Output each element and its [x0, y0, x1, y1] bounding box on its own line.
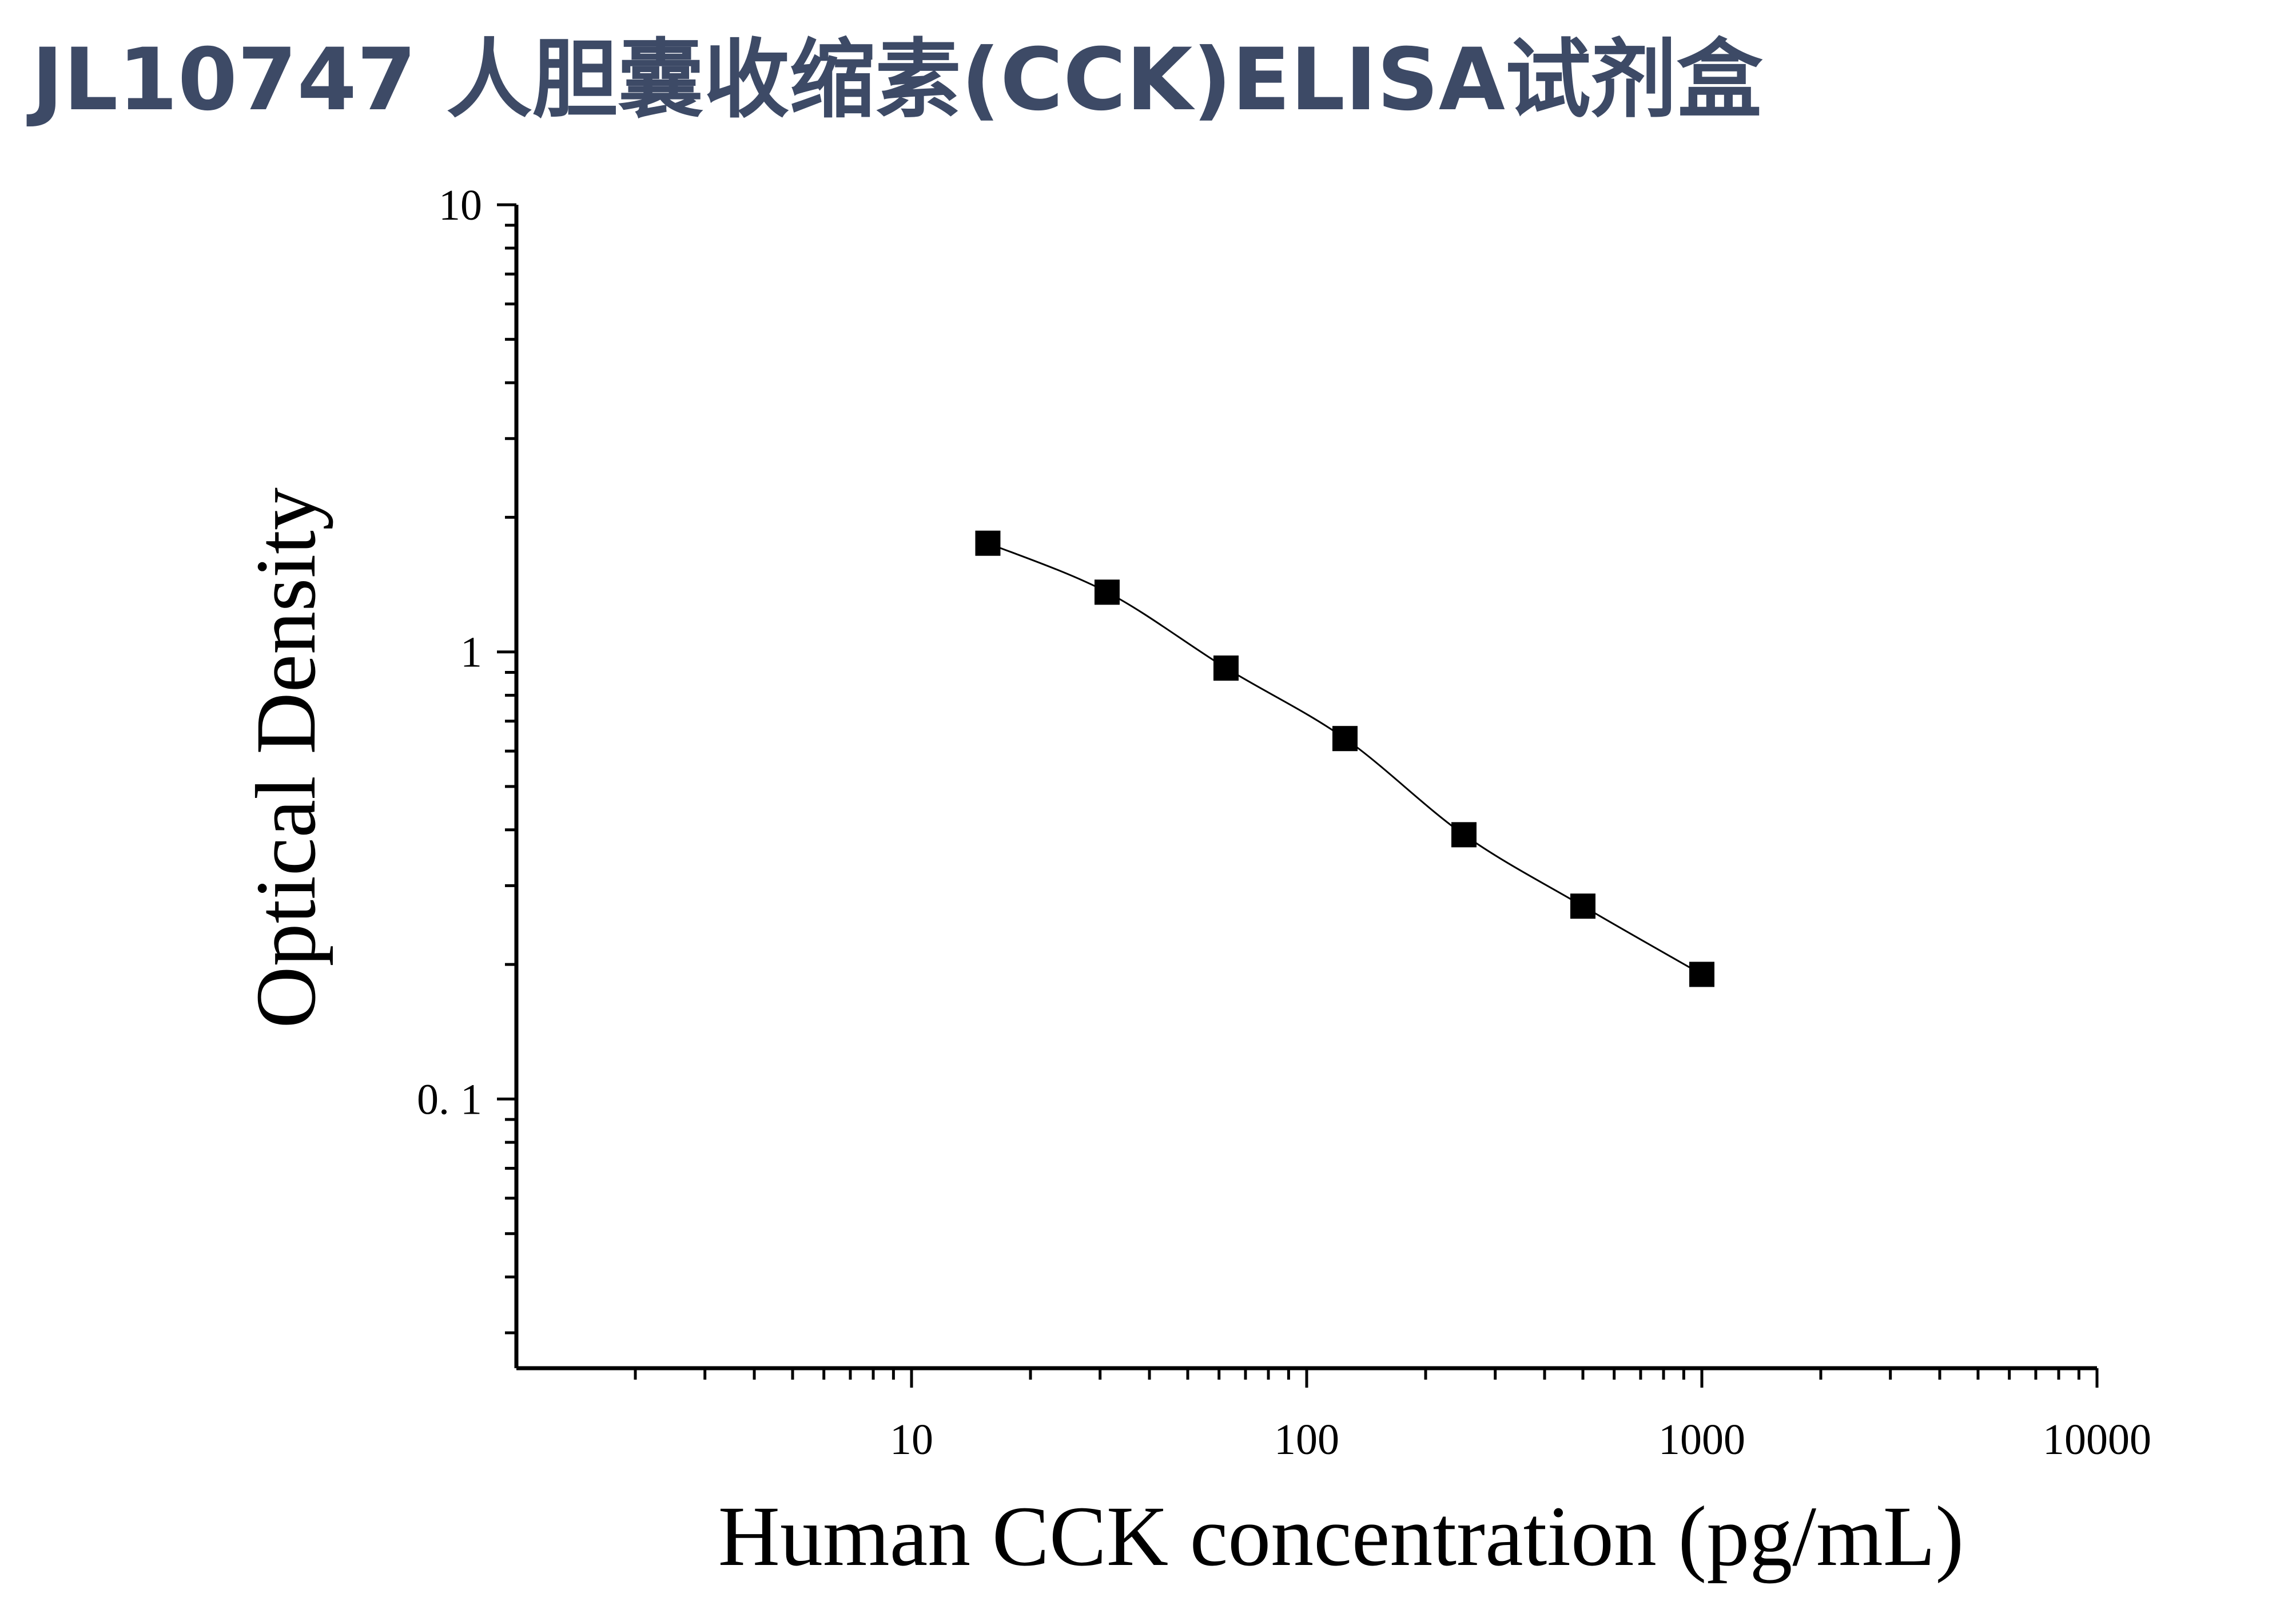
- y-axis-title: Optical Density: [238, 487, 333, 1028]
- x-tick-label: 100: [1274, 1416, 1339, 1464]
- y-tick-labels: 0. 1 1 10: [417, 181, 482, 1123]
- page-title: JL10747 人胆囊收缩素(CCK)ELISA试剂盒: [31, 30, 1762, 130]
- y-tick-label: 1: [460, 629, 482, 677]
- x-tick-label: 1000: [1658, 1416, 1745, 1464]
- axis-ticks: [497, 203, 2099, 1388]
- data-point: [1451, 822, 1477, 848]
- x-axis-title: Human CCK concentration (pg/mL): [718, 1489, 1964, 1584]
- data-points: [975, 530, 1714, 987]
- y-tick-label: 10: [439, 181, 482, 229]
- data-point: [1570, 893, 1595, 919]
- x-tick-label: 10000: [2043, 1416, 2151, 1464]
- data-point: [1094, 579, 1120, 605]
- y-tick-label: 0. 1: [417, 1075, 482, 1123]
- x-tick-labels: 10 100 1000 10000: [890, 1416, 2151, 1464]
- data-point: [1332, 726, 1358, 752]
- x-tick-label: 10: [890, 1416, 933, 1464]
- data-point: [975, 530, 1001, 556]
- data-point: [1689, 962, 1714, 987]
- data-point: [1213, 655, 1239, 681]
